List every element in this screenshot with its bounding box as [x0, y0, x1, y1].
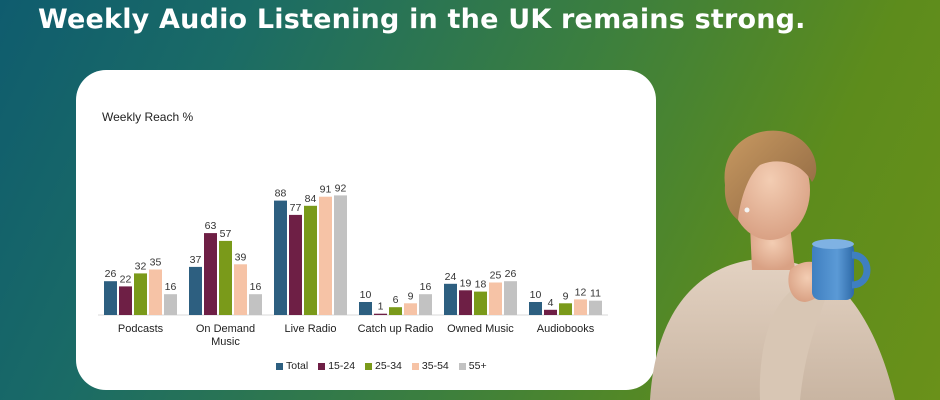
legend-item: 35-54 — [411, 360, 449, 372]
bar — [304, 205, 317, 315]
data-label: 16 — [165, 281, 177, 293]
bar — [419, 294, 432, 315]
legend: Total 15-24 25-34 35-54 55+ — [276, 360, 487, 372]
data-label: 77 — [290, 202, 302, 214]
bar — [104, 281, 117, 315]
data-label: 26 — [505, 268, 517, 280]
data-label: 11 — [590, 288, 601, 300]
bar — [559, 303, 572, 315]
bar — [489, 282, 502, 315]
legend-swatch — [365, 362, 373, 370]
data-label: 10 — [360, 289, 372, 301]
bar — [334, 195, 347, 315]
data-label: 9 — [563, 290, 569, 302]
bar — [404, 303, 417, 315]
data-label: 16 — [420, 281, 432, 293]
category-label: On Demand — [196, 323, 255, 335]
bar — [149, 269, 162, 315]
data-label: 63 — [205, 220, 217, 232]
bar — [529, 302, 542, 315]
data-label: 25 — [490, 270, 502, 282]
data-label: 16 — [250, 281, 262, 293]
category-label: Live Radio — [285, 323, 337, 335]
category-label: Music — [211, 336, 240, 348]
legend-swatch — [276, 362, 283, 370]
bar — [359, 302, 372, 315]
bar — [319, 196, 332, 315]
legend-item: Total — [276, 360, 308, 372]
bar — [119, 286, 132, 315]
bar — [189, 266, 202, 315]
data-label: 19 — [460, 277, 472, 289]
data-label: 26 — [105, 268, 117, 280]
data-label: 10 — [530, 289, 542, 301]
data-label: 4 — [548, 297, 554, 309]
bar — [459, 290, 472, 315]
bar — [249, 294, 262, 315]
bar — [219, 240, 232, 315]
data-label: 35 — [150, 257, 162, 269]
category-label: Catch up Radio — [358, 323, 434, 335]
legend-label: 35-54 — [421, 360, 449, 372]
bar — [474, 291, 487, 315]
chart-title: Weekly Reach % — [102, 110, 194, 124]
bar — [234, 264, 247, 315]
data-label: 18 — [475, 279, 487, 291]
data-label: 12 — [575, 286, 587, 298]
woman-with-mug-photo — [650, 130, 895, 400]
legend-label: 15-24 — [328, 360, 356, 372]
data-label: 37 — [190, 254, 202, 266]
bar — [504, 281, 517, 315]
bar — [204, 233, 217, 315]
bar — [444, 283, 457, 315]
data-label: 32 — [135, 260, 147, 272]
category-label: Podcasts — [118, 323, 164, 335]
legend-swatch — [411, 362, 419, 370]
bar — [274, 200, 287, 315]
data-label: 88 — [275, 188, 287, 200]
bar — [289, 214, 302, 315]
data-label: 22 — [120, 273, 132, 285]
legend-label: 55+ — [468, 360, 487, 372]
category-label: Owned Music — [447, 323, 514, 335]
data-label: 6 — [393, 294, 399, 306]
legend-swatch — [318, 362, 326, 370]
data-label: 39 — [235, 251, 247, 263]
bar — [589, 300, 602, 315]
headline: Weekly Audio Listening in the UK remains… — [38, 4, 806, 35]
data-label: 9 — [408, 290, 414, 302]
data-label: 24 — [445, 271, 457, 283]
chart-card: Weekly Reach % 26 22 32 35 16 Podcasts 37 63 57 3… — [76, 70, 656, 390]
legend-label: 25-34 — [375, 360, 402, 372]
data-label: 1 — [378, 301, 384, 313]
bar — [134, 273, 147, 315]
data-label: 57 — [220, 228, 232, 240]
legend-swatch — [458, 362, 466, 370]
data-label: 84 — [305, 193, 317, 205]
bar — [389, 307, 402, 315]
legend-item: 25-34 — [365, 360, 402, 372]
legend-label: Total — [286, 360, 309, 372]
legend-item: 15-24 — [318, 360, 355, 372]
bar — [164, 294, 177, 315]
legend-item: 55+ — [458, 360, 487, 372]
data-label: 91 — [320, 184, 332, 196]
bar — [544, 309, 557, 315]
bar — [374, 313, 387, 315]
category-label: Audiobooks — [537, 323, 595, 335]
bar — [574, 299, 587, 315]
data-label: 92 — [335, 182, 347, 194]
